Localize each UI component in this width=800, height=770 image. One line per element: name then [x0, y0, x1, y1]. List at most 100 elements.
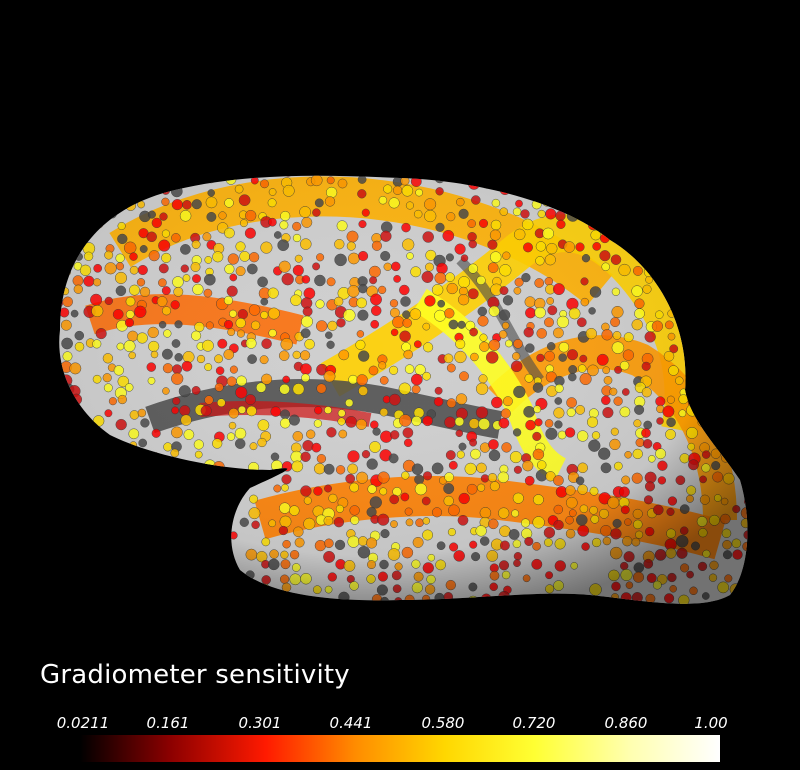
sensitivity-patch [103, 448, 115, 459]
sensitivity-patch [717, 219, 730, 232]
sensitivity-patch [235, 574, 244, 583]
sensitivity-patch [140, 485, 151, 495]
sensitivity-patch [148, 451, 161, 464]
sensitivity-patch [82, 472, 94, 484]
sensitivity-patch [125, 580, 137, 592]
sensitivity-patch [163, 495, 172, 504]
sensitivity-patch [82, 459, 95, 471]
sensitivity-patch [402, 175, 415, 177]
sensitivity-patch [732, 256, 742, 266]
sensitivity-patch [213, 563, 222, 572]
sensitivity-patch [713, 407, 722, 416]
sensitivity-patch [138, 474, 148, 485]
sensitivity-patch [148, 529, 161, 542]
sensitivity-patch [718, 353, 728, 364]
sensitivity-patch [686, 244, 696, 255]
sensitivity-patch [729, 372, 741, 385]
sensitivity-patch [217, 552, 227, 563]
sensitivity-patch [477, 165, 485, 173]
sensitivity-patch [130, 163, 139, 172]
sensitivity-patch [579, 596, 589, 604]
sensitivity-patch [633, 219, 643, 229]
sensitivity-patch [357, 162, 369, 174]
sensitivity-patch [744, 428, 748, 439]
sensitivity-patch [656, 189, 665, 198]
sensitivity-patch [710, 296, 720, 305]
sensitivity-patch [51, 597, 58, 604]
sensitivity-patch [62, 184, 73, 195]
sensitivity-patch [211, 503, 224, 517]
colorbar-tick: 0.860 [604, 714, 648, 732]
sensitivity-patch [721, 333, 731, 342]
sensitivity-patch [136, 175, 149, 188]
sensitivity-patch [179, 549, 189, 559]
sensitivity-patch [708, 362, 719, 373]
sensitivity-patch [158, 547, 169, 558]
sensitivity-patch [730, 161, 742, 173]
sensitivity-patch [708, 254, 720, 266]
sensitivity-patch [740, 275, 748, 288]
sensitivity-patch [51, 164, 59, 172]
sensitivity-patch [68, 241, 81, 254]
sensitivity-patch [614, 190, 624, 200]
sensitivity-patch [534, 188, 542, 197]
sensitivity-patch [49, 383, 58, 392]
sensitivity-patch [678, 308, 687, 317]
colorbar-gradient [80, 735, 720, 762]
sensitivity-patch [195, 584, 205, 593]
sensitivity-patch [92, 540, 102, 550]
sensitivity-patch [94, 452, 106, 464]
sensitivity-patch [59, 177, 69, 187]
sensitivity-patch [225, 482, 238, 495]
sensitivity-patch [640, 183, 653, 196]
sensitivity-patch [697, 300, 706, 309]
sensitivity-patch [203, 483, 215, 495]
sensitivity-patch [685, 360, 698, 373]
sensitivity-patch [117, 546, 131, 559]
sensitivity-patch [711, 196, 725, 209]
sensitivity-patch [137, 539, 149, 552]
colorbar-tick: 0.720 [512, 714, 556, 732]
sensitivity-patch [95, 549, 105, 559]
sensitivity-patch [104, 537, 116, 548]
sensitivity-patch [108, 484, 118, 493]
sensitivity-patch [589, 187, 602, 200]
sensitivity-patch [564, 188, 576, 200]
sensitivity-patch [47, 439, 59, 451]
sensitivity-patch [743, 386, 748, 398]
sensitivity-patch [145, 515, 158, 528]
sensitivity-patch [61, 437, 71, 447]
sensitivity-patch [151, 165, 159, 173]
sensitivity-patch [673, 241, 685, 252]
sensitivity-patch [667, 254, 676, 263]
sensitivity-patch [103, 553, 112, 562]
sensitivity-patch [59, 409, 61, 420]
sensitivity-patch [96, 208, 105, 217]
sensitivity-patch [59, 297, 64, 309]
sensitivity-patch [82, 492, 96, 505]
sensitivity-patch [686, 341, 696, 351]
sensitivity-patch [512, 595, 522, 604]
sensitivity-patch [61, 253, 70, 262]
colorbar-tick: 0.441 [329, 714, 373, 732]
sensitivity-patch [261, 165, 270, 174]
sensitivity-patch [91, 438, 102, 449]
sensitivity-patch [642, 253, 652, 263]
sensitivity-patch [664, 263, 677, 276]
sensitivity-patch [195, 528, 204, 537]
sensitivity-patch [712, 438, 721, 447]
sensitivity-patch [159, 586, 167, 595]
sensitivity-patch [679, 285, 689, 295]
sensitivity-patch [733, 232, 746, 244]
sensitivity-patch [59, 354, 61, 364]
sensitivity-patch [75, 531, 84, 540]
sensitivity-patch [62, 504, 71, 513]
sensitivity-patch [83, 524, 95, 536]
sensitivity-patch [82, 481, 95, 495]
sensitivity-patch [742, 353, 748, 364]
sensitivity-patch [49, 417, 56, 424]
sensitivity-patch [720, 318, 729, 327]
sensitivity-patch [126, 504, 137, 516]
sensitivity-patch [744, 475, 748, 486]
